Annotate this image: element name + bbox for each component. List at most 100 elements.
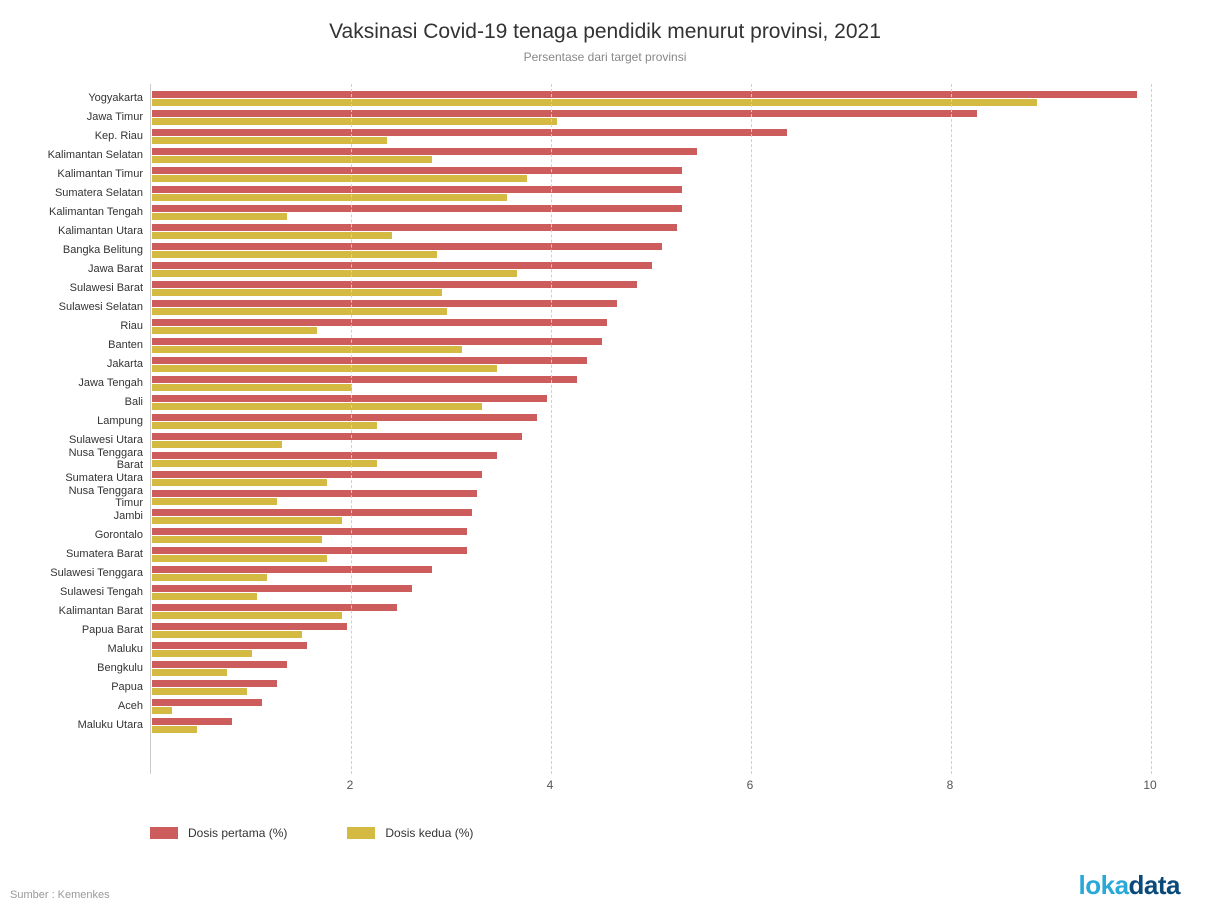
bar-row: Kalimantan Selatan: [151, 147, 1190, 166]
bar-dose1: [152, 547, 467, 554]
bar-row: Kep. Riau: [151, 128, 1190, 147]
gridline: [1151, 84, 1152, 774]
bar-dose2: [152, 707, 172, 714]
bar-dose2: [152, 726, 197, 733]
bar-dose2: [152, 213, 287, 220]
bar-dose1: [152, 604, 397, 611]
bar-dose2: [152, 555, 327, 562]
legend-label: Dosis kedua (%): [385, 826, 473, 840]
bar-dose2: [152, 403, 482, 410]
logo-part2: data: [1129, 870, 1180, 900]
bar-dose1: [152, 471, 482, 478]
legend-item: Dosis pertama (%): [150, 826, 287, 840]
row-label: Nusa TenggaraBarat: [69, 447, 151, 471]
bar-dose2: [152, 517, 342, 524]
row-label: Bali: [125, 396, 151, 408]
bar-dose2: [152, 612, 342, 619]
gridline: [551, 84, 552, 774]
row-label: Jawa Tengah: [78, 377, 151, 389]
bar-row: Papua: [151, 679, 1190, 698]
logo-part1: loka: [1079, 870, 1129, 900]
bar-row: Kalimantan Barat: [151, 603, 1190, 622]
bar-dose2: [152, 688, 247, 695]
row-label: Nusa TenggaraTimur: [69, 485, 151, 509]
row-label: Jambi: [114, 510, 151, 522]
row-label: Lampung: [97, 415, 151, 427]
gridline: [951, 84, 952, 774]
bar-dose1: [152, 642, 307, 649]
bar-dose2: [152, 346, 462, 353]
bar-row: Nusa TenggaraTimur: [151, 489, 1190, 508]
bar-row: Jawa Tengah: [151, 375, 1190, 394]
x-tick-label: 4: [547, 778, 554, 792]
bar-dose2: [152, 118, 557, 125]
bar-row: Sulawesi Tenggara: [151, 565, 1190, 584]
bar-row: Jawa Barat: [151, 261, 1190, 280]
bar-dose1: [152, 224, 677, 231]
row-label: Sumatera Utara: [65, 472, 151, 484]
source-text: Sumber : Kemenkes: [10, 889, 110, 901]
legend-swatch: [150, 827, 178, 839]
bar-dose1: [152, 338, 602, 345]
row-label: Jawa Barat: [88, 263, 151, 275]
bar-dose1: [152, 528, 467, 535]
row-label: Maluku Utara: [78, 719, 151, 731]
bar-dose1: [152, 186, 682, 193]
legend-item: Dosis kedua (%): [347, 826, 473, 840]
bar-row: Papua Barat: [151, 622, 1190, 641]
row-label: Aceh: [118, 700, 151, 712]
bar-dose2: [152, 99, 1037, 106]
row-label: Papua Barat: [82, 624, 151, 636]
bar-dose1: [152, 566, 432, 573]
bar-dose2: [152, 289, 442, 296]
row-label: Sumatera Barat: [66, 548, 151, 560]
bar-dose1: [152, 376, 577, 383]
row-label: Sumatera Selatan: [55, 187, 151, 199]
row-label: Kalimantan Barat: [59, 605, 151, 617]
plot-area: YogyakartaJawa TimurKep. RiauKalimantan …: [150, 84, 1190, 774]
bar-dose2: [152, 308, 447, 315]
gridline: [751, 84, 752, 774]
chart-subtitle: Persentase dari target provinsi: [30, 50, 1180, 64]
bar-dose2: [152, 650, 252, 657]
legend: Dosis pertama (%) Dosis kedua (%): [150, 826, 1180, 840]
bar-dose2: [152, 365, 497, 372]
bar-dose1: [152, 414, 537, 421]
row-label: Sulawesi Tenggara: [50, 567, 151, 579]
bar-row: Kalimantan Utara: [151, 223, 1190, 242]
bar-dose1: [152, 110, 977, 117]
bar-dose1: [152, 148, 697, 155]
row-label: Bengkulu: [97, 662, 151, 674]
bar-dose2: [152, 384, 352, 391]
chart-title: Vaksinasi Covid-19 tenaga pendidik menur…: [30, 20, 1180, 44]
bar-dose1: [152, 680, 277, 687]
bar-row: Sulawesi Utara: [151, 432, 1190, 451]
bar-dose2: [152, 327, 317, 334]
row-label: Bangka Belitung: [63, 244, 151, 256]
bar-dose1: [152, 167, 682, 174]
bar-rows: YogyakartaJawa TimurKep. RiauKalimantan …: [151, 84, 1190, 736]
x-tick-label: 2: [347, 778, 354, 792]
bar-dose1: [152, 433, 522, 440]
bar-row: Bengkulu: [151, 660, 1190, 679]
bar-dose2: [152, 498, 277, 505]
bar-dose1: [152, 395, 547, 402]
bar-dose1: [152, 262, 652, 269]
bar-dose2: [152, 669, 227, 676]
bar-row: Yogyakarta: [151, 90, 1190, 109]
row-label: Kalimantan Utara: [58, 225, 151, 237]
bar-dose2: [152, 631, 302, 638]
bar-dose1: [152, 490, 477, 497]
bar-row: Sulawesi Tengah: [151, 584, 1190, 603]
bar-dose2: [152, 251, 437, 258]
row-label: Riau: [120, 320, 151, 332]
bar-row: Jakarta: [151, 356, 1190, 375]
bar-dose2: [152, 175, 527, 182]
bar-row: Banten: [151, 337, 1190, 356]
footer: Sumber : Kemenkes lokadata: [0, 860, 1210, 921]
brand-logo: lokadata: [1079, 870, 1181, 901]
x-tick-label: 8: [947, 778, 954, 792]
x-tick-label: 10: [1143, 778, 1156, 792]
bar-dose2: [152, 156, 432, 163]
bar-dose2: [152, 232, 392, 239]
